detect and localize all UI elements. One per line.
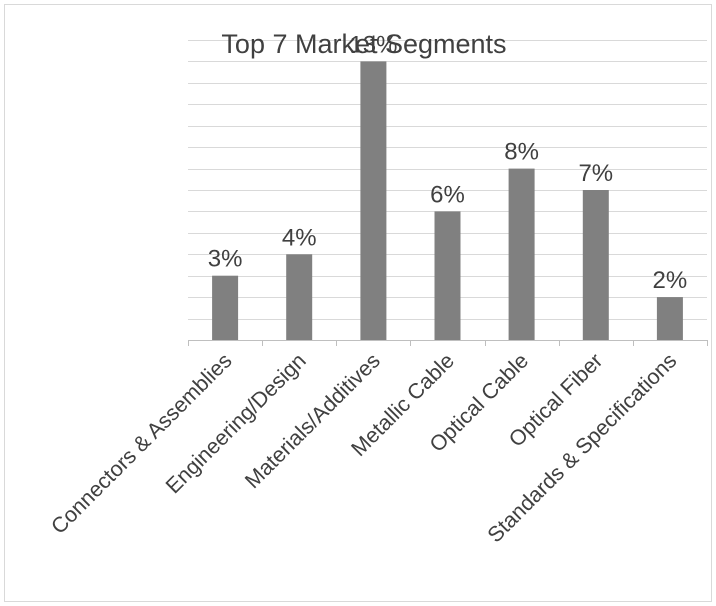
data-label: 7%: [578, 160, 613, 187]
data-label: 6%: [430, 181, 465, 208]
x-axis: [188, 340, 708, 346]
data-label: 2%: [653, 267, 688, 294]
bar-3: [360, 61, 387, 341]
bars: [212, 61, 683, 341]
bar-1: [212, 275, 239, 340]
bar-7: [656, 297, 683, 340]
data-label: 3%: [208, 246, 243, 273]
data-label: 13%: [349, 31, 397, 58]
data-label: 4%: [282, 224, 317, 251]
data-labels: 3% 4% 13% 6% 8% 7% 2%: [208, 31, 687, 294]
bar-5: [508, 168, 535, 340]
bar-6: [582, 190, 609, 340]
gridlines: [188, 40, 707, 320]
x-tick-label: Materials/Additives: [240, 349, 385, 494]
x-tick-labels: Connectors & AssembliesEngineering/Desig…: [46, 349, 681, 548]
bar-4: [434, 211, 461, 340]
bar-2: [286, 254, 313, 340]
data-label: 8%: [504, 139, 539, 166]
x-tick-label: Engineering/Design: [161, 349, 311, 499]
chart-title: Top 7 Market Segments: [221, 29, 506, 59]
